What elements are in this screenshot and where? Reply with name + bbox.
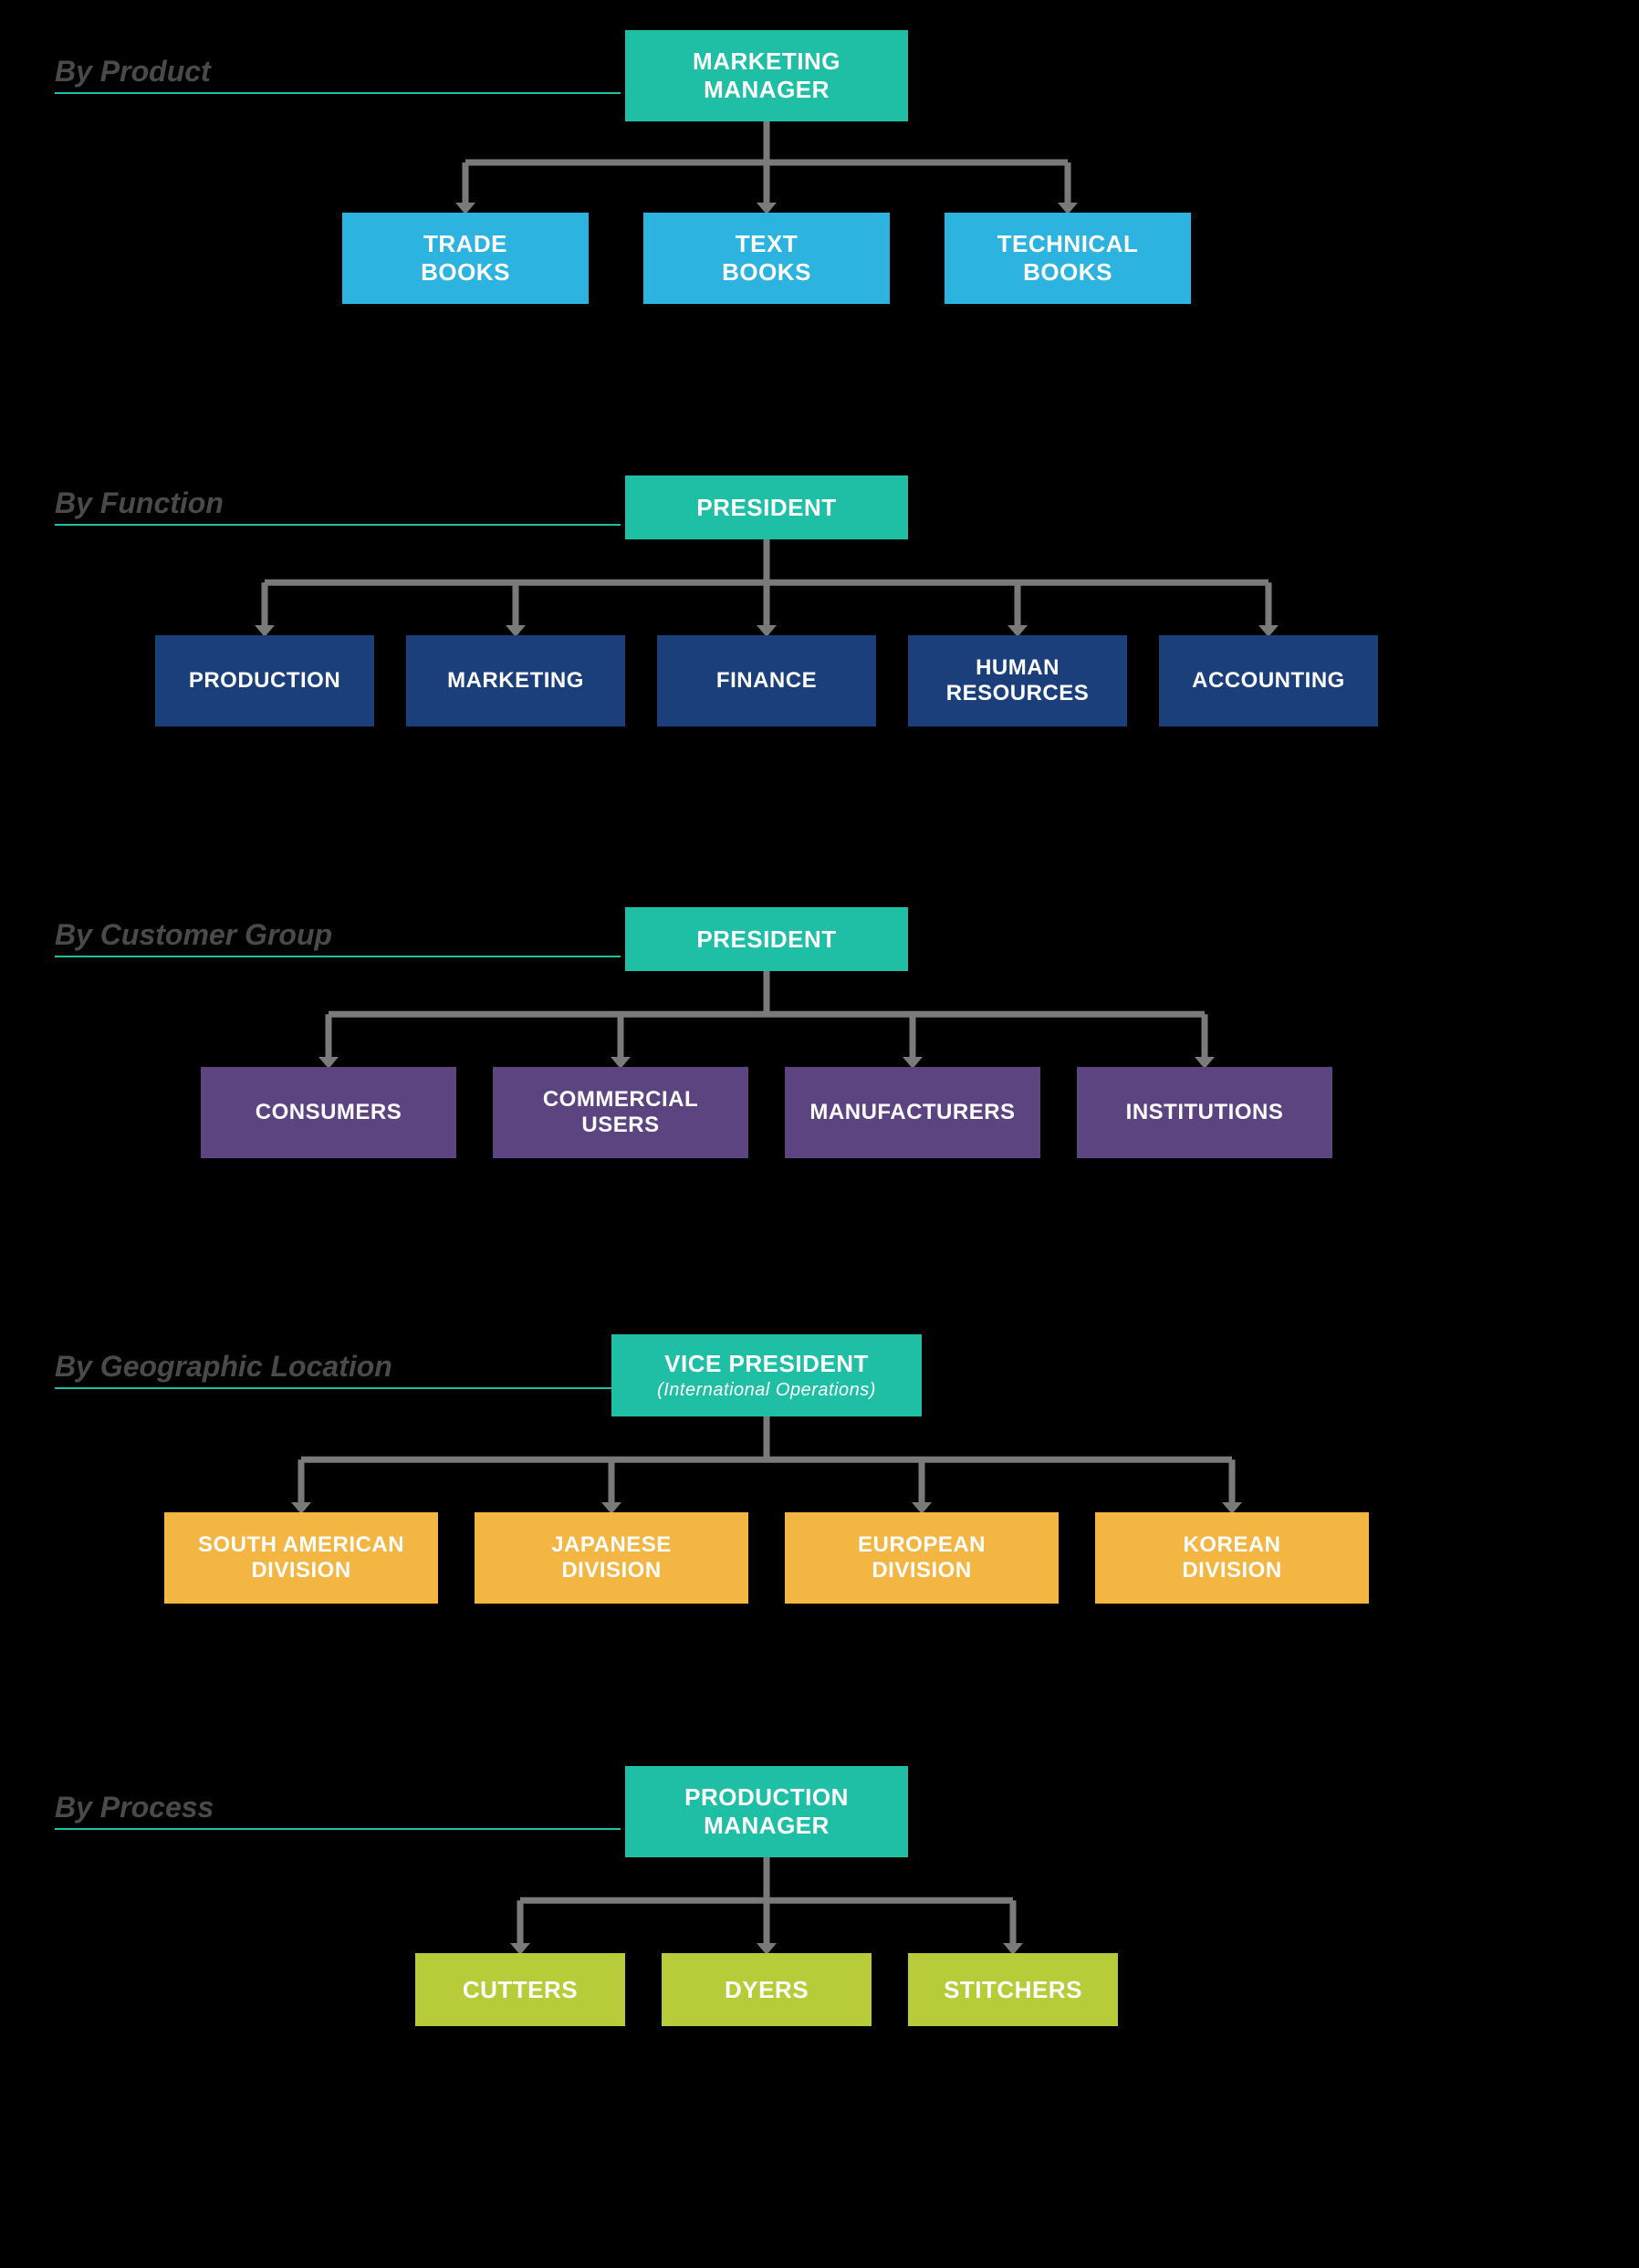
child-node: MARKETING bbox=[406, 635, 625, 726]
child-node: HUMANRESOURCES bbox=[908, 635, 1127, 726]
root-node: PRESIDENT bbox=[625, 907, 908, 971]
connectors bbox=[37, 539, 1602, 635]
child-node: TECHNICALBOOKS bbox=[945, 213, 1191, 304]
child-node: STITCHERS bbox=[908, 1953, 1118, 2026]
child-node: MANUFACTURERS bbox=[785, 1067, 1040, 1158]
child-row: CUTTERS DYERS STITCHERS bbox=[415, 1953, 1118, 2026]
connectors bbox=[37, 971, 1602, 1067]
child-row: SOUTH AMERICANDIVISION JAPANESEDIVISION EU… bbox=[164, 1512, 1369, 1604]
chart: PRODUCTIONMANAGERCUTTERSDYERSSTITCHERS bbox=[37, 1830, 1602, 2095]
child-node: CUTTERS bbox=[415, 1953, 625, 2026]
child-node: FINANCE bbox=[657, 635, 876, 726]
child-node: EUROPEANDIVISION bbox=[785, 1512, 1059, 1604]
child-node: PRODUCTION bbox=[155, 635, 374, 726]
connectors bbox=[37, 1857, 1602, 1953]
chart: PRESIDENTCONSUMERSCOMMERCIALUSERSMANUFAC… bbox=[37, 957, 1602, 1231]
section-customer: By Customer GroupPRESIDENTCONSUMERSCOMME… bbox=[37, 918, 1602, 1231]
child-row: TRADEBOOKS TEXTBOOKS TECHNICALBOOKS bbox=[342, 213, 1191, 304]
child-node: COMMERCIALUSERS bbox=[493, 1067, 748, 1158]
child-node: SOUTH AMERICANDIVISION bbox=[164, 1512, 438, 1604]
section-product: By ProductMARKETINGMANAGERTRADEBOOKSTEXT… bbox=[37, 55, 1602, 368]
child-row: CONSUMERS COMMERCIALUSERS MANUFACTURERS INS… bbox=[201, 1067, 1332, 1158]
connectors bbox=[37, 1416, 1602, 1512]
child-node: JAPANESEDIVISION bbox=[475, 1512, 748, 1604]
child-row: PRODUCTION MARKETING FINANCE HUMANRESOURCES… bbox=[155, 635, 1378, 726]
child-node: KOREANDIVISION bbox=[1095, 1512, 1369, 1604]
chart: MARKETINGMANAGERTRADEBOOKSTEXTBOOKSTECHN… bbox=[37, 94, 1602, 368]
section-process: By ProcessPRODUCTIONMANAGERCUTTERSDYERSS… bbox=[37, 1791, 1602, 2095]
root-node: PRESIDENT bbox=[625, 476, 908, 539]
chart: VICE PRESIDENT(International Operations)… bbox=[37, 1389, 1602, 1672]
section-function: By FunctionPRESIDENTPRODUCTIONMARKETINGF… bbox=[37, 486, 1602, 800]
section-geographic: By Geographic LocationVICE PRESIDENT(Int… bbox=[37, 1350, 1602, 1672]
child-node: INSTITUTIONS bbox=[1077, 1067, 1332, 1158]
connectors bbox=[37, 121, 1602, 213]
child-node: TRADEBOOKS bbox=[342, 213, 589, 304]
root-node: MARKETINGMANAGER bbox=[625, 30, 908, 121]
root-node: VICE PRESIDENT(International Operations) bbox=[611, 1334, 922, 1416]
child-node: ACCOUNTING bbox=[1159, 635, 1378, 726]
child-node: DYERS bbox=[662, 1953, 872, 2026]
root-node: PRODUCTIONMANAGER bbox=[625, 1766, 908, 1857]
child-node: CONSUMERS bbox=[201, 1067, 456, 1158]
root-subtitle: (International Operations) bbox=[657, 1380, 876, 1401]
child-node: TEXTBOOKS bbox=[643, 213, 890, 304]
org-charts-container: By ProductMARKETINGMANAGERTRADEBOOKSTEXT… bbox=[37, 55, 1602, 2095]
chart: PRESIDENTPRODUCTIONMARKETINGFINANCEHUMAN… bbox=[37, 526, 1602, 800]
